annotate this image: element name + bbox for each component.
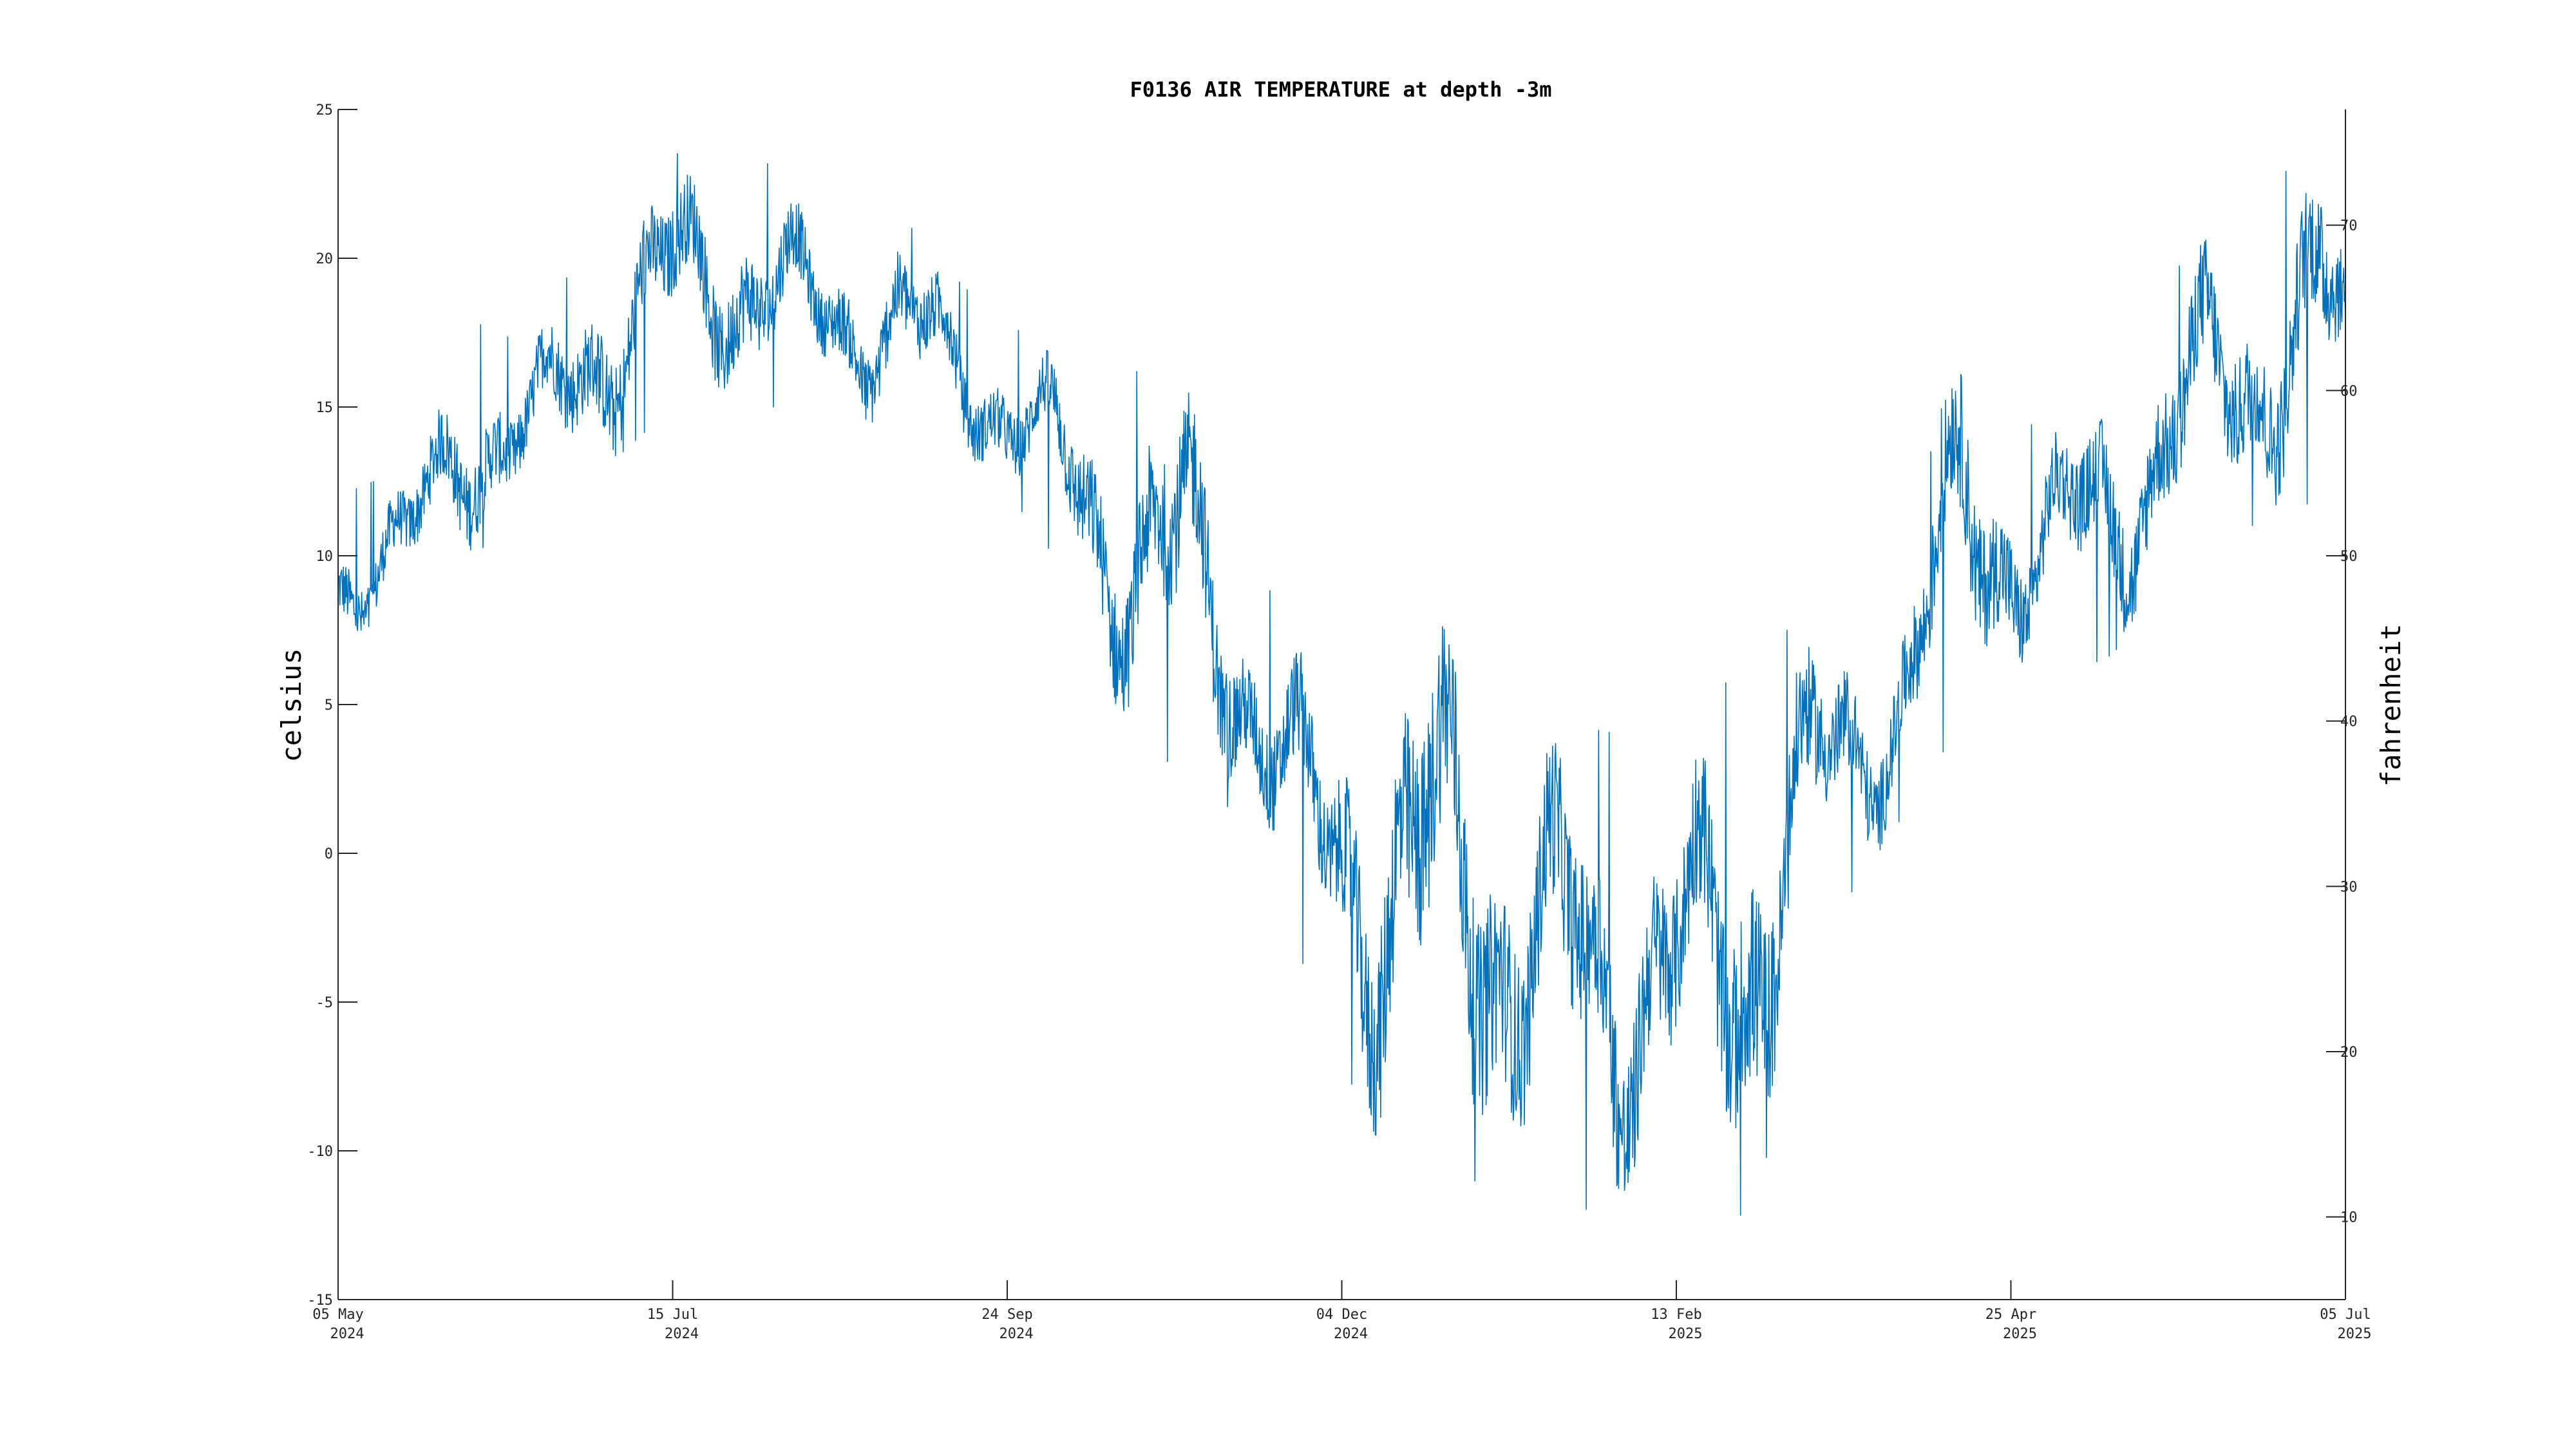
x-tick-label: 24 Sep	[981, 1307, 1032, 1323]
y-left-tick-label: 20	[316, 251, 334, 267]
x-tick-year-label: 2024	[665, 1326, 699, 1342]
y-left-tick-label: -5	[316, 995, 334, 1011]
x-tick-year-label: 2025	[2338, 1326, 2372, 1342]
y-right-tick-label: 60	[2340, 383, 2358, 399]
y-left-tick-label: -15	[307, 1293, 333, 1309]
y-right-tick-label: 40	[2340, 714, 2358, 730]
y-right-tick-label: 50	[2340, 549, 2358, 565]
x-tick-year-label: 2025	[1669, 1326, 1703, 1342]
y-axis-right-label: fahrenheit	[2375, 624, 2407, 787]
y-left-tick-label: 10	[316, 549, 334, 565]
x-tick-year-label: 2024	[1334, 1326, 1368, 1342]
y-right-tick-label: 70	[2340, 218, 2358, 234]
y-axis-left-label: celsius	[276, 648, 307, 762]
y-left-tick-label: 0	[325, 846, 333, 862]
x-tick-label: 15 Jul	[647, 1307, 698, 1323]
plot-area	[337, 153, 2346, 1216]
y-right-tick-label: 10	[2340, 1210, 2358, 1226]
x-tick-year-label: 2024	[999, 1326, 1034, 1342]
y-left-tick-label: 25	[316, 102, 334, 118]
x-tick-year-label: 2025	[2003, 1326, 2037, 1342]
y-left-tick-label: 5	[325, 697, 333, 714]
x-tick-label: 05 Jul	[2320, 1307, 2371, 1323]
y-left-tick-label: 15	[316, 400, 334, 416]
y-left-tick-label: -10	[307, 1144, 333, 1160]
x-tick-year-label: 2024	[330, 1326, 365, 1342]
x-tick-label: 04 Dec	[1316, 1307, 1367, 1323]
y-right-tick-label: 20	[2340, 1045, 2358, 1061]
x-tick-label: 13 Feb	[1651, 1307, 1701, 1323]
y-right-tick-label: 30	[2340, 879, 2358, 895]
temperature-series-line	[337, 153, 2346, 1216]
chart-title: F0136 AIR TEMPERATURE at depth -3m	[1130, 77, 1551, 102]
x-tick-label: 05 May	[312, 1307, 363, 1323]
x-tick-label: 25 Apr	[1985, 1307, 2036, 1323]
